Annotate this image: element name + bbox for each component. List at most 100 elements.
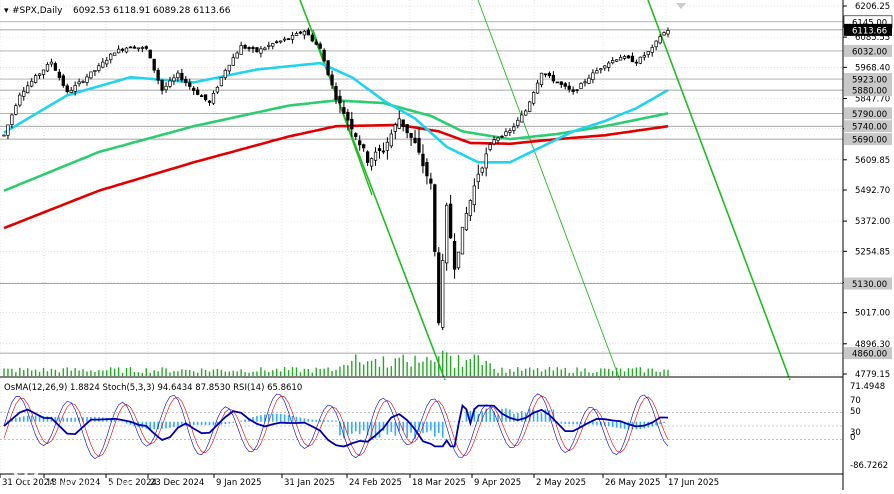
price-tick-label: 6206.25 xyxy=(855,2,890,12)
indicator-tick-label: 0 xyxy=(850,433,855,443)
candle xyxy=(346,111,350,121)
candle xyxy=(445,204,449,264)
candle xyxy=(488,144,492,150)
candle xyxy=(599,68,603,71)
candle xyxy=(595,70,599,74)
candle xyxy=(666,30,670,35)
rsi-line[interactable] xyxy=(3,403,669,448)
candle xyxy=(397,118,401,129)
date-label: 23 Dec 2024 xyxy=(150,478,204,488)
candle xyxy=(85,76,89,83)
candle xyxy=(77,81,81,85)
candle xyxy=(251,47,255,50)
candle xyxy=(385,141,390,151)
candle xyxy=(148,49,152,59)
candle xyxy=(433,184,437,252)
date-label: 18 Mar 2025 xyxy=(412,478,466,488)
level-tag[interactable] xyxy=(844,277,892,290)
candlesticks xyxy=(2,27,670,331)
candle xyxy=(10,114,14,125)
indicator-pane[interactable] xyxy=(0,393,843,459)
candle xyxy=(97,65,101,71)
level-tag-label: 6032.00 xyxy=(852,47,887,57)
candle xyxy=(452,240,457,270)
indicator-tick-label: 50 xyxy=(850,407,861,417)
price-tick-label: 5372.00 xyxy=(855,217,890,227)
trend-line[interactable] xyxy=(647,0,791,381)
candle xyxy=(492,139,496,145)
date-label: 31 Oct 2024 xyxy=(2,478,55,488)
candle xyxy=(318,43,322,49)
date-label: 9 Apr 2025 xyxy=(474,478,521,488)
stoch-signal-line[interactable] xyxy=(3,395,669,457)
candle xyxy=(622,56,627,59)
candle xyxy=(330,74,334,86)
price-tick-label: 5492.70 xyxy=(855,186,890,196)
trend-line[interactable] xyxy=(477,0,621,381)
candle xyxy=(496,137,500,141)
candle xyxy=(413,137,417,144)
candle xyxy=(528,101,532,112)
candle xyxy=(37,73,42,76)
candle xyxy=(547,72,552,77)
candle xyxy=(500,135,504,138)
candle xyxy=(520,114,524,123)
level-tag[interactable] xyxy=(844,84,892,97)
price-scale: 6206.256085.555968.405847.705730.555609.… xyxy=(843,2,890,380)
candle xyxy=(243,45,247,49)
candle xyxy=(354,133,358,137)
candle xyxy=(188,82,192,87)
candle xyxy=(26,85,30,94)
candle xyxy=(464,213,469,231)
scroll-marker-icon[interactable] xyxy=(676,3,686,9)
candle xyxy=(247,47,251,50)
date-label: 2 May 2025 xyxy=(536,478,586,488)
date-label: 18 Nov 2024 xyxy=(46,478,100,488)
candle xyxy=(654,40,658,48)
candle xyxy=(417,138,421,153)
candle xyxy=(480,167,484,173)
candle xyxy=(638,56,642,64)
candle xyxy=(140,47,144,49)
candle xyxy=(334,86,338,100)
candle xyxy=(484,153,488,169)
candle xyxy=(630,55,635,63)
level-tag[interactable] xyxy=(844,107,892,120)
watermark: instaforex Instant Forex Trading xyxy=(11,451,130,488)
candle xyxy=(180,72,184,81)
stoch-main-line[interactable] xyxy=(3,393,669,459)
candle xyxy=(437,252,441,324)
candle xyxy=(45,64,50,72)
level-tag[interactable] xyxy=(844,347,892,360)
level-tag-label: 5790.00 xyxy=(852,110,887,120)
price-tick-label: 6085.55 xyxy=(855,33,890,43)
volume-histogram xyxy=(3,350,669,376)
level-tag[interactable] xyxy=(844,120,892,133)
candle xyxy=(476,173,480,183)
ema-fast-line[interactable] xyxy=(3,61,669,164)
trend-line[interactable] xyxy=(299,0,446,381)
candle xyxy=(405,124,409,134)
candle xyxy=(298,31,303,34)
candle xyxy=(634,61,639,64)
candle xyxy=(219,77,224,87)
candle xyxy=(429,178,433,184)
candle xyxy=(231,57,235,66)
level-tag[interactable] xyxy=(844,23,892,36)
candle xyxy=(223,69,227,79)
candle xyxy=(259,48,263,54)
candle xyxy=(196,89,200,95)
price-tick-label: 4896.30 xyxy=(855,340,890,350)
candle xyxy=(120,48,125,51)
level-tag[interactable] xyxy=(844,44,892,57)
level-tag-label: 6145.00 xyxy=(852,18,887,28)
symbol-arrow-icon: ▾ xyxy=(4,6,9,16)
candle xyxy=(215,86,220,93)
level-tag[interactable] xyxy=(844,133,892,146)
candle xyxy=(101,61,105,68)
candle xyxy=(271,43,275,47)
candle xyxy=(116,48,121,54)
level-tag[interactable] xyxy=(844,73,892,86)
